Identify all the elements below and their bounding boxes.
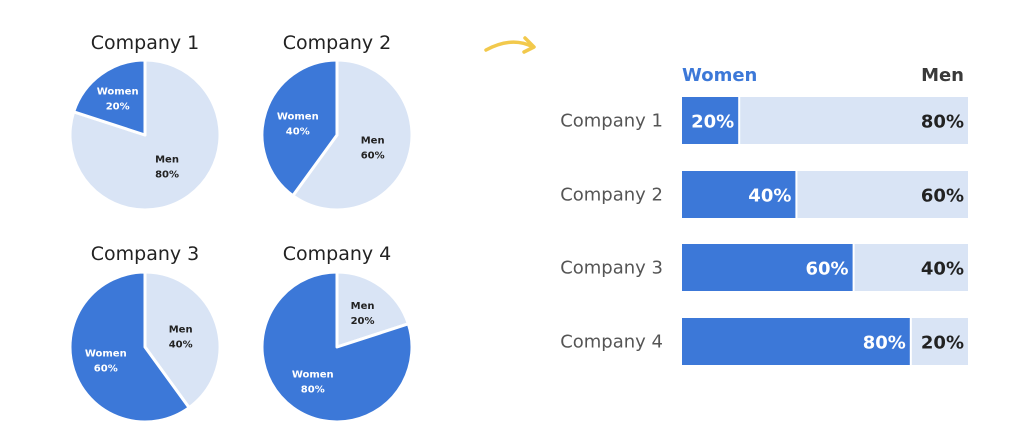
bar-women-company-3 bbox=[682, 244, 854, 291]
pie-title-company-2: Company 2 bbox=[283, 32, 392, 54]
bar-women-company-2 bbox=[682, 171, 797, 218]
bar-row-company-1: Company 1 20% 80% bbox=[560, 97, 968, 144]
pie-slice-men-company-3 bbox=[143, 270, 222, 410]
pie-title-company-3: Company 3 bbox=[91, 243, 200, 265]
bar-value-men-company-3: 40% bbox=[921, 259, 964, 280]
bar-value-women-company-3: 60% bbox=[806, 259, 849, 280]
pie-value-women-company-3: 60% bbox=[94, 364, 118, 375]
pie-label-men-company-4: Men bbox=[351, 301, 375, 312]
bar-category-company-1: Company 1 bbox=[560, 111, 663, 132]
pie-value-men-company-4: 20% bbox=[351, 316, 375, 327]
bar-value-men-company-2: 60% bbox=[921, 186, 964, 207]
pie-slice-women-company-3 bbox=[68, 270, 191, 424]
bar-value-men-company-4: 20% bbox=[921, 333, 964, 354]
pie-value-women-company-4: 80% bbox=[301, 384, 325, 395]
pie-title-company-4: Company 4 bbox=[283, 243, 392, 265]
pie-company-1: Company 1 Women 20% Men 80% bbox=[68, 32, 222, 212]
bar-women-company-1 bbox=[682, 97, 740, 144]
pie-value-men-company-3: 40% bbox=[169, 339, 193, 350]
bar-category-company-2: Company 2 bbox=[560, 185, 663, 206]
pie-company-3: Company 3 Women 60% Men 40% bbox=[68, 243, 222, 424]
pie-label-women-company-3: Women bbox=[85, 349, 127, 360]
pie-value-women-company-1: 20% bbox=[106, 101, 130, 112]
pie-label-men-company-1: Men bbox=[155, 154, 179, 165]
arrow-shaft bbox=[484, 40, 535, 52]
bar-value-women-company-4: 80% bbox=[863, 333, 906, 354]
pie-title-company-1: Company 1 bbox=[91, 32, 200, 54]
pie-value-men-company-1: 80% bbox=[155, 169, 179, 180]
bar-category-company-4: Company 4 bbox=[560, 332, 663, 353]
bar-row-company-4: Company 4 80% 20% bbox=[560, 318, 968, 365]
bar-value-women-company-1: 20% bbox=[691, 112, 734, 133]
pie-label-men-company-2: Men bbox=[361, 136, 385, 147]
pie-company-2: Company 2 Women 40% Men 60% bbox=[260, 32, 414, 212]
pie-value-men-company-2: 60% bbox=[361, 151, 385, 162]
pie-label-women-company-2: Women bbox=[277, 111, 319, 122]
bar-value-men-company-1: 80% bbox=[921, 112, 964, 133]
legend-women: Women bbox=[682, 65, 757, 86]
arrow-head bbox=[522, 36, 536, 54]
bar-row-company-3: Company 3 60% 40% bbox=[560, 244, 968, 291]
pie-slice-women-company-2 bbox=[260, 58, 339, 198]
pie-slice-women-company-1 bbox=[72, 58, 147, 137]
bar-row-company-2: Company 2 40% 60% bbox=[560, 171, 968, 218]
bar-women-company-4 bbox=[682, 318, 911, 365]
pie-label-men-company-3: Men bbox=[169, 324, 193, 335]
bar-value-women-company-2: 40% bbox=[748, 186, 791, 207]
pie-chart-grid: Company 1 Women 20% Men 80% Company 2 Women 40%… bbox=[68, 32, 414, 424]
pie-label-women-company-4: Women bbox=[292, 369, 334, 380]
legend-men: Men bbox=[921, 65, 964, 86]
curved-arrow-right-icon bbox=[484, 36, 536, 54]
pie-slice-men-company-2 bbox=[291, 58, 414, 212]
pie-label-women-company-1: Women bbox=[97, 86, 139, 97]
pie-slice-women-company-4 bbox=[260, 270, 414, 424]
pie-company-4: Company 4 Women 80% Men 20% bbox=[260, 243, 414, 424]
pie-value-women-company-2: 40% bbox=[286, 126, 310, 137]
bar-category-company-3: Company 3 bbox=[560, 258, 663, 279]
